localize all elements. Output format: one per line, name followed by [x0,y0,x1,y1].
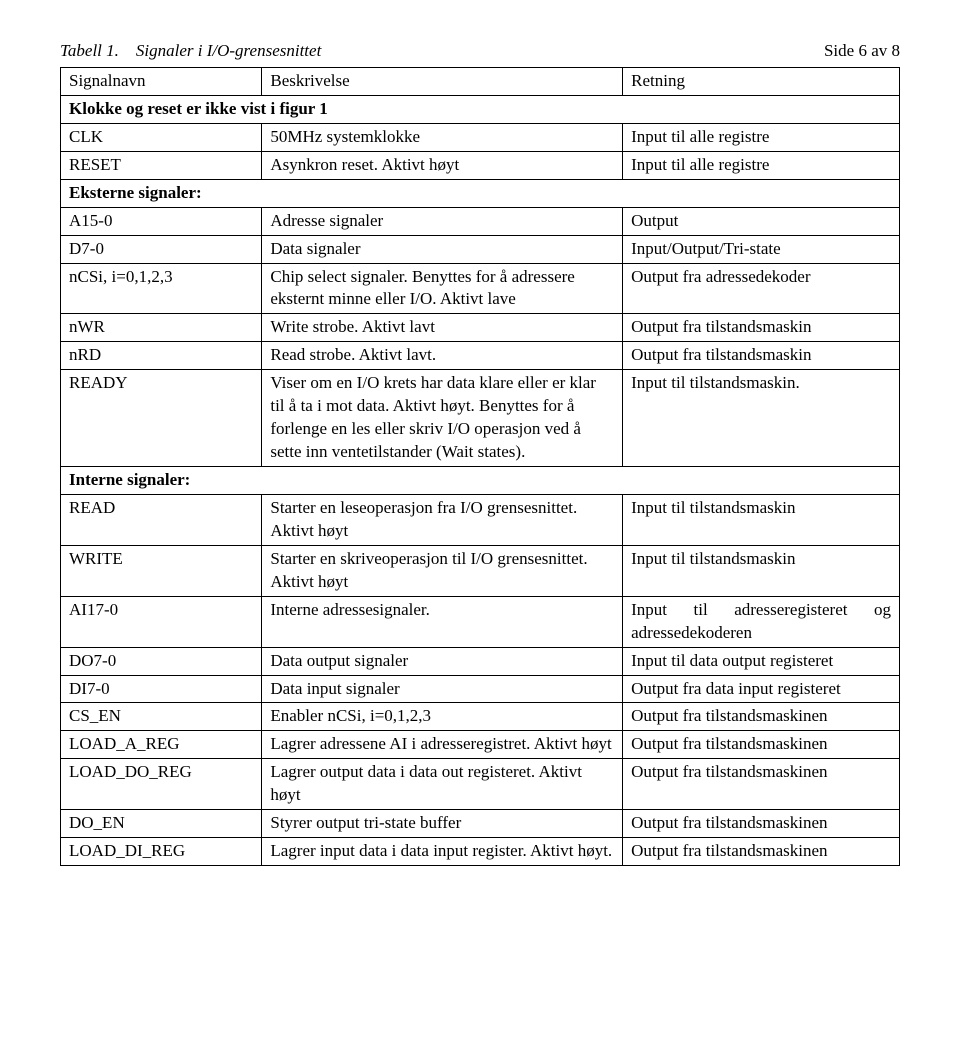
table-row: LOAD_A_REG Lagrer adressene AI i adresse… [61,731,900,759]
signal-dir: Input til tilstandsmaskin. [623,370,900,467]
signal-desc: Lagrer adressene AI i adresseregistret. … [262,731,623,759]
signal-name: DI7-0 [61,675,262,703]
caption-label: Tabell 1. [60,41,119,60]
table-row: nCSi, i=0,1,2,3 Chip select signaler. Be… [61,263,900,314]
table-row: D7-0 Data signaler Input/Output/Tri-stat… [61,235,900,263]
signal-desc: Data input signaler [262,675,623,703]
caption-text: Signaler i I/O-grensesnittet [136,41,321,60]
signal-name: A15-0 [61,207,262,235]
signal-name: AI17-0 [61,596,262,647]
signal-desc: Data signaler [262,235,623,263]
table-row: A15-0 Adresse signaler Output [61,207,900,235]
signal-dir: Input til alle registre [623,151,900,179]
signal-dir: Output fra adressedekoder [623,263,900,314]
signal-name: READ [61,494,262,545]
signal-name: LOAD_DO_REG [61,759,262,810]
signal-desc: 50MHz systemklokke [262,123,623,151]
signal-dir: Input/Output/Tri-state [623,235,900,263]
table-row: LOAD_DI_REG Lagrer input data i data inp… [61,838,900,866]
signal-desc: Data output signaler [262,647,623,675]
header-desc: Beskrivelse [262,67,623,95]
signal-name: RESET [61,151,262,179]
signal-desc: Chip select signaler. Benyttes for å adr… [262,263,623,314]
section-row: Eksterne signaler: [61,179,900,207]
signal-name: CLK [61,123,262,151]
signal-name: DO_EN [61,810,262,838]
section-internal: Interne signaler: [61,467,900,495]
signal-dir: Input til tilstandsmaskin [623,545,900,596]
signal-name: LOAD_A_REG [61,731,262,759]
signal-dir: Input til data output registeret [623,647,900,675]
signal-dir: Output fra tilstandsmaskinen [623,703,900,731]
signal-dir: Input til alle registre [623,123,900,151]
page-number: Side 6 av 8 [824,40,900,63]
table-row: DI7-0 Data input signaler Output fra dat… [61,675,900,703]
signal-name: LOAD_DI_REG [61,838,262,866]
header-dir: Retning [623,67,900,95]
table-row: READ Starter en leseoperasjon fra I/O gr… [61,494,900,545]
signal-name: nWR [61,314,262,342]
table-caption: Tabell 1. Signaler i I/O-grensesnittet [60,40,321,63]
table-row: RESET Asynkron reset. Aktivt høyt Input … [61,151,900,179]
signal-desc: Read strobe. Aktivt lavt. [262,342,623,370]
signal-desc: Enabler nCSi, i=0,1,2,3 [262,703,623,731]
signal-dir: Output fra tilstandsmaskin [623,342,900,370]
signal-desc: Lagrer output data i data out registeret… [262,759,623,810]
section-row: Klokke og reset er ikke vist i figur 1 [61,95,900,123]
signal-dir: Input til adresseregisteret og adressede… [623,596,900,647]
signal-desc: Adresse signaler [262,207,623,235]
signals-table: Signalnavn Beskrivelse Retning Klokke og… [60,67,900,866]
table-row: WRITE Starter en skriveoperasjon til I/O… [61,545,900,596]
header-row: Tabell 1. Signaler i I/O-grensesnittet S… [60,40,900,63]
signal-name: WRITE [61,545,262,596]
signal-dir: Input til tilstandsmaskin [623,494,900,545]
signal-dir: Output fra tilstandsmaskinen [623,810,900,838]
table-header-row: Signalnavn Beskrivelse Retning [61,67,900,95]
table-row: nRD Read strobe. Aktivt lavt. Output fra… [61,342,900,370]
section-clock-reset: Klokke og reset er ikke vist i figur 1 [61,95,900,123]
signal-desc: Starter en leseoperasjon fra I/O grenses… [262,494,623,545]
signal-dir: Output fra tilstandsmaskinen [623,759,900,810]
table-row: DO7-0 Data output signaler Input til dat… [61,647,900,675]
table-row: LOAD_DO_REG Lagrer output data i data ou… [61,759,900,810]
table-row: DO_EN Styrer output tri-state buffer Out… [61,810,900,838]
signal-desc: Interne adressesignaler. [262,596,623,647]
signal-dir: Output fra tilstandsmaskinen [623,731,900,759]
signal-dir: Output fra tilstandsmaskin [623,314,900,342]
signal-desc: Lagrer input data i data input register.… [262,838,623,866]
signal-name: DO7-0 [61,647,262,675]
table-row: AI17-0 Interne adressesignaler. Input ti… [61,596,900,647]
signal-dir: Output [623,207,900,235]
signal-name: nCSi, i=0,1,2,3 [61,263,262,314]
signal-dir: Output fra tilstandsmaskinen [623,838,900,866]
signal-name: D7-0 [61,235,262,263]
signal-desc: Asynkron reset. Aktivt høyt [262,151,623,179]
signal-name: nRD [61,342,262,370]
signal-desc: Write strobe. Aktivt lavt [262,314,623,342]
table-row: nWR Write strobe. Aktivt lavt Output fra… [61,314,900,342]
section-external: Eksterne signaler: [61,179,900,207]
signal-name: CS_EN [61,703,262,731]
signal-dir: Output fra data input registeret [623,675,900,703]
signal-desc: Viser om en I/O krets har data klare ell… [262,370,623,467]
signal-name: READY [61,370,262,467]
signal-desc: Starter en skriveoperasjon til I/O grens… [262,545,623,596]
table-row: READY Viser om en I/O krets har data kla… [61,370,900,467]
table-row: CS_EN Enabler nCSi, i=0,1,2,3 Output fra… [61,703,900,731]
signal-desc: Styrer output tri-state buffer [262,810,623,838]
table-row: CLK 50MHz systemklokke Input til alle re… [61,123,900,151]
header-signal: Signalnavn [61,67,262,95]
section-row: Interne signaler: [61,467,900,495]
